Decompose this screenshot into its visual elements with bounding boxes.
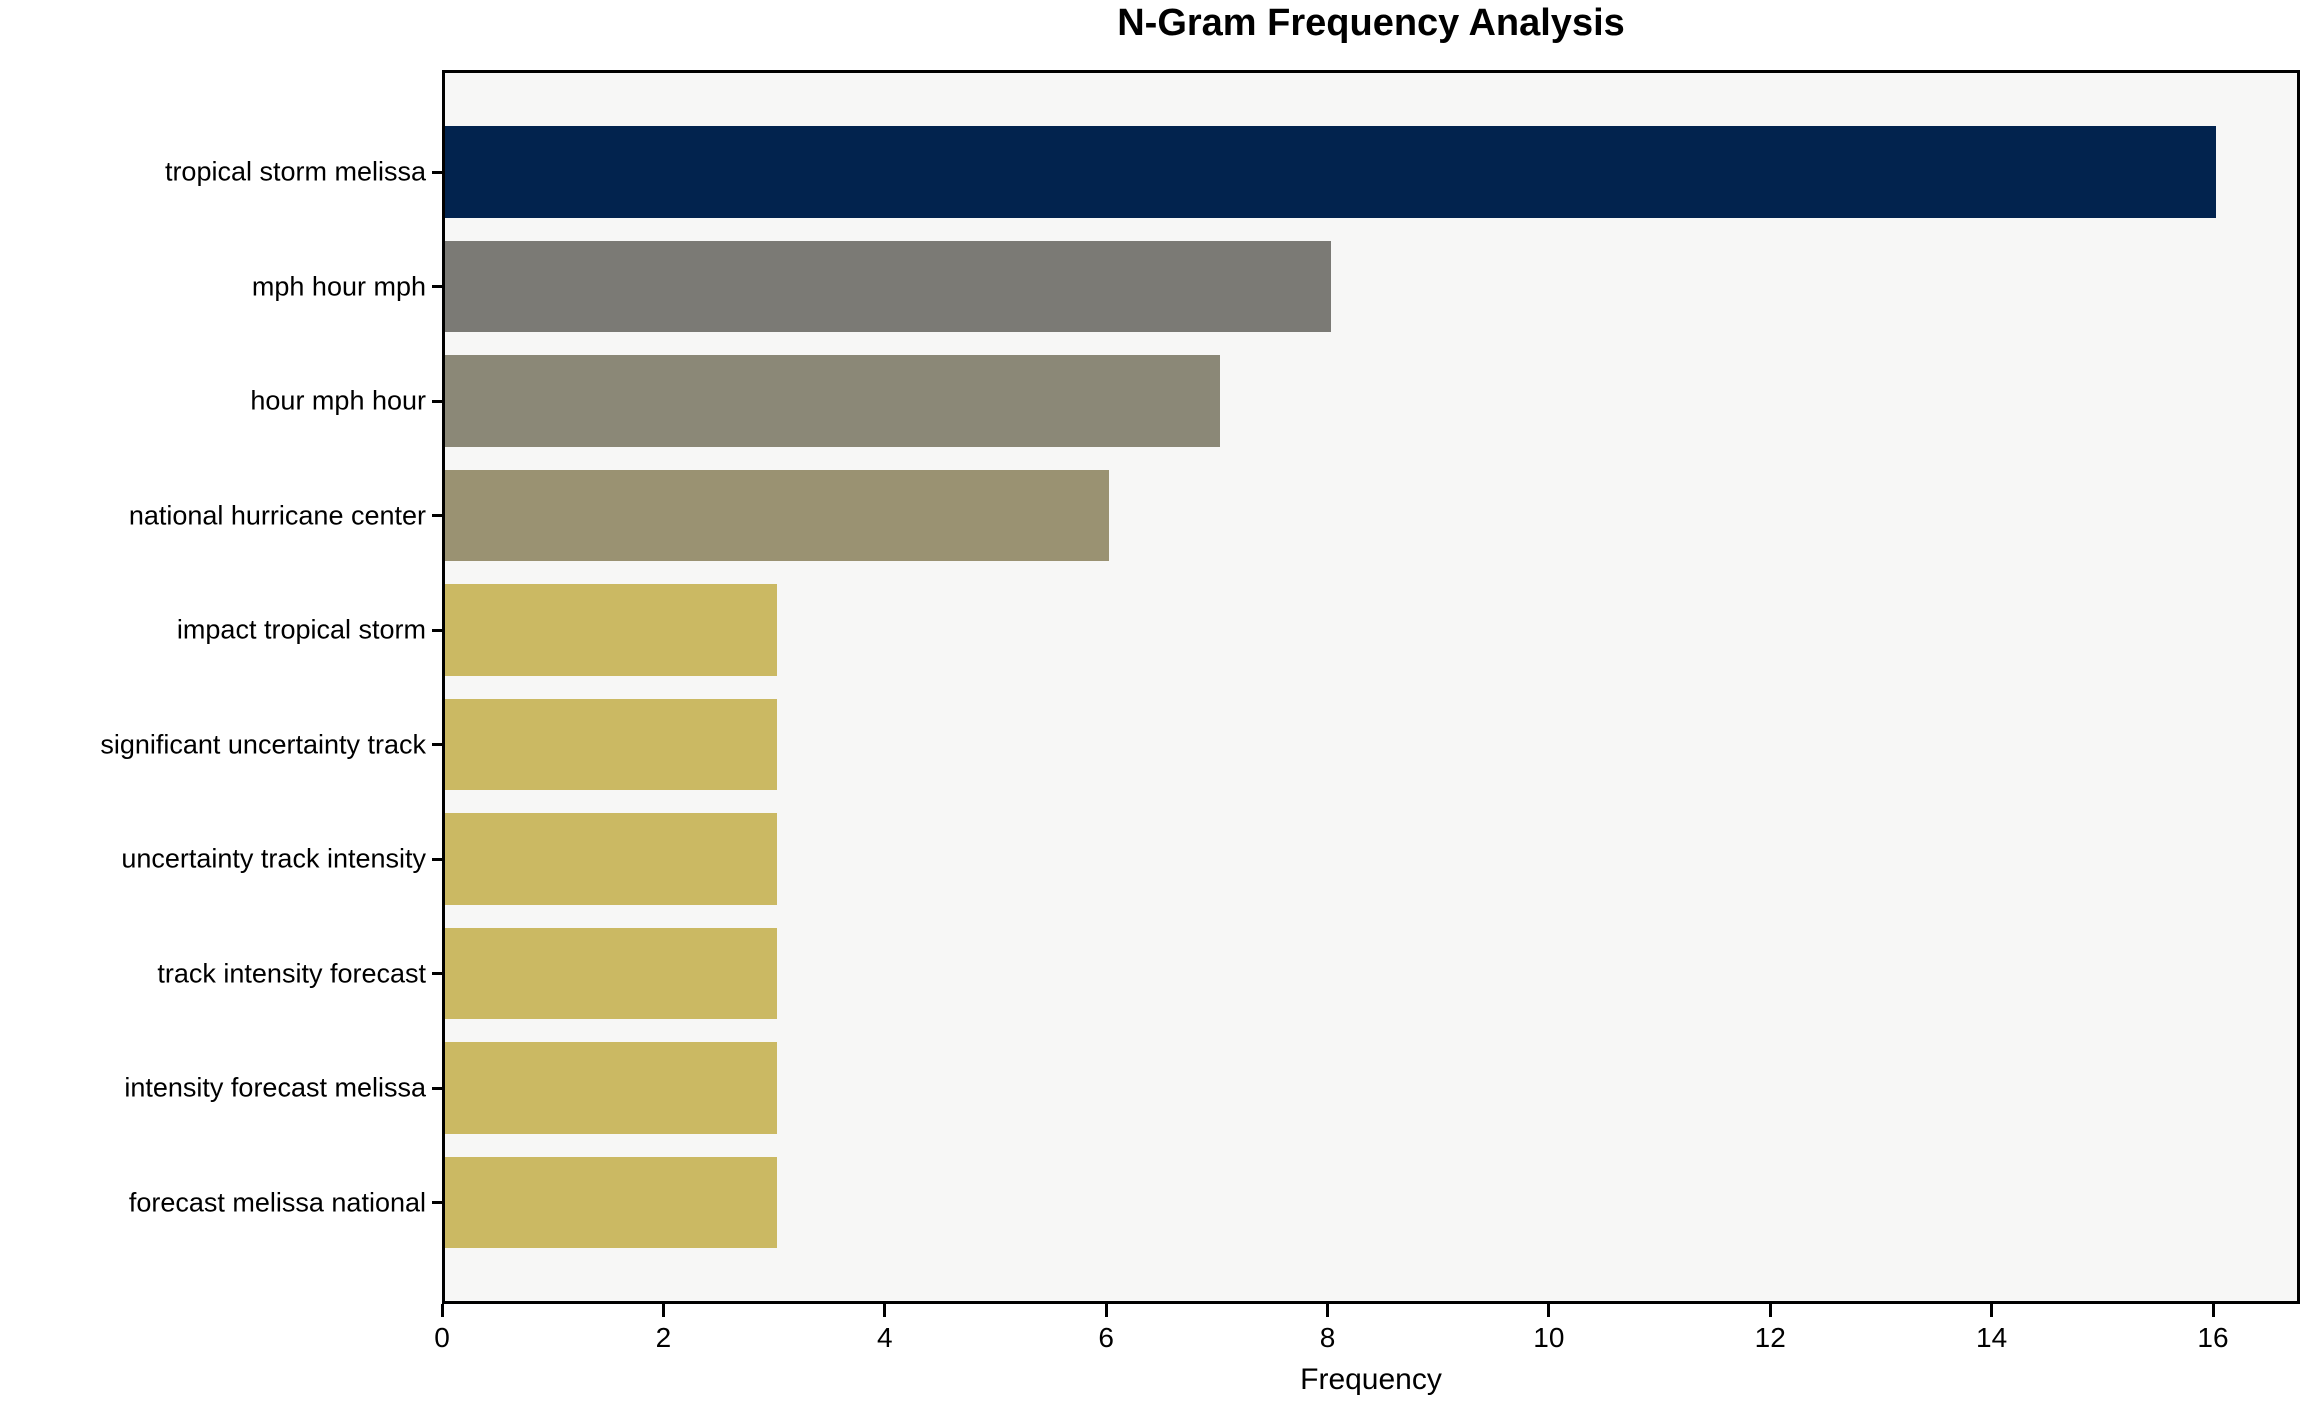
x-tick-label: 2 [655,1322,672,1353]
x-tick-mark [661,1304,665,1317]
y-tick-mark [432,972,442,975]
y-tick-label: track intensity forecast [157,958,426,988]
bar [445,813,778,905]
x-tick-label: 12 [1754,1322,1786,1353]
chart-title: N-Gram Frequency Analysis [1117,2,1625,44]
y-tick-label: mph hour mph [251,271,426,301]
y-tick-mark [432,170,442,174]
x-tick-mark [1547,1304,1551,1317]
x-tick-mark [883,1304,887,1317]
x-tick-label: 8 [1319,1322,1336,1353]
x-tick-mark [440,1304,444,1317]
bar [445,1156,778,1249]
x-tick-label: 10 [1533,1322,1565,1353]
bar [445,1042,778,1134]
x-tick-label: 14 [1976,1322,2008,1353]
x-tick-label: 6 [1098,1322,1114,1353]
bar [445,927,778,1020]
y-tick-label: intensity forecast melissa [124,1072,426,1103]
bar [445,126,2216,218]
y-tick-mark [432,285,442,288]
y-tick-label: significant uncertainty track [100,729,426,759]
x-tick-mark [1104,1304,1108,1317]
bar [445,698,778,791]
plot-area [442,70,2300,1304]
y-tick-mark [432,628,442,632]
y-tick-mark [432,1201,442,1204]
bar [445,240,1331,333]
y-tick-mark [432,399,442,403]
x-tick-label: 0 [434,1322,450,1353]
y-tick-label: impact tropical storm [176,614,426,645]
y-tick-label: tropical storm melissa [164,156,426,187]
y-tick-mark [432,743,442,746]
y-tick-label: forecast melissa national [128,1187,426,1217]
y-tick-label: uncertainty track intensity [121,843,426,874]
x-tick-label: 4 [876,1322,893,1353]
y-tick-mark [432,857,442,861]
bar [445,469,1110,562]
x-tick-label: 16 [2197,1322,2229,1353]
y-tick-mark [432,514,442,517]
x-axis-label: Frequency [1300,1363,1442,1396]
bar [445,584,778,676]
x-tick-mark [2211,1304,2215,1317]
x-tick-mark [1768,1304,1772,1317]
x-tick-mark [1990,1304,1994,1317]
y-tick-label: hour mph hour [250,385,426,416]
x-tick-mark [1326,1304,1329,1317]
bar [445,355,1220,447]
y-tick-label: national hurricane center [128,500,426,530]
y-tick-mark [432,1086,442,1090]
